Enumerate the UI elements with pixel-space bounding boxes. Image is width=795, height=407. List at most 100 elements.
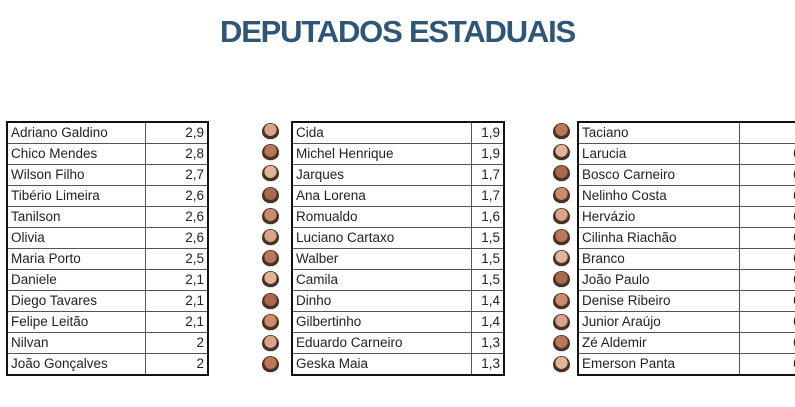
ranking-table-1: Adriano Galdino 2,9 Chico Mendes 2,8 Wilson …: [6, 121, 209, 376]
candidate-photo-icon: [553, 250, 570, 268]
candidate-photo-icon: [262, 123, 279, 140]
table-row: Wilson Filho 2,7: [6, 164, 209, 186]
candidate-value: 1,4: [471, 290, 505, 312]
candidate-value: 0,6: [739, 269, 795, 291]
candidate-value: 2,1: [145, 269, 209, 291]
candidate-value: 1,5: [471, 248, 505, 270]
candidate-name: Hervázio: [577, 206, 740, 228]
candidate-value: 0,9: [739, 164, 795, 186]
table-row: Tanilson 2,6: [6, 206, 209, 228]
table-row: Gilbertinho 1,4: [291, 311, 505, 333]
candidate-name: Larucia: [577, 143, 740, 165]
table-row: Larucia0,9: [577, 143, 795, 165]
table-row: Olivia 2,6: [6, 227, 209, 249]
ranking-table-2: Cida 1,9 Michel Henrique 1,9 Jarques 1,7 Ana L…: [291, 121, 505, 376]
candidate-name: Romualdo: [291, 206, 472, 228]
candidate-name: Michel Henrique: [291, 143, 472, 165]
table-row: Ana Lorena 1,7: [291, 185, 505, 207]
candidate-photo-icon: [262, 250, 279, 268]
candidate-name: Luciano Cartaxo: [291, 227, 472, 249]
candidate-value: 1,9: [471, 143, 505, 165]
candidate-value: 1,7: [471, 164, 505, 186]
table-row: Nilvan 2: [6, 332, 209, 354]
candidate-value: 2,1: [145, 311, 209, 333]
table-row: Taciano1: [577, 121, 795, 144]
table-row: Junior Araújo0,5: [577, 311, 795, 333]
candidate-name: Zé Aldemir: [577, 332, 740, 354]
table-row: Diego Tavares 2,1: [6, 290, 209, 312]
candidate-value: 1,3: [471, 332, 505, 354]
candidate-name: Geska Maia: [291, 353, 472, 376]
candidate-name: Ana Lorena: [291, 185, 472, 207]
candidate-value: 0,5: [739, 311, 795, 333]
table-row: Cilinha Riachão0,7: [577, 227, 795, 249]
candidate-photo-icon: [553, 186, 570, 204]
table-row: João Gonçalves 2: [6, 353, 209, 376]
candidate-photo-icon: [553, 144, 570, 162]
table-row: Walber 1,5: [291, 248, 505, 270]
candidate-name: Wilson Filho: [6, 164, 146, 186]
candidate-photo-icon: [262, 356, 279, 374]
candidate-photo-icon: [262, 271, 279, 289]
candidate-value: 1,5: [471, 269, 505, 291]
candidate-value: 2: [145, 353, 209, 376]
candidate-photo-icon: [262, 165, 279, 183]
candidate-name: Cilinha Riachão: [577, 227, 740, 249]
candidate-name: Dinho: [291, 290, 472, 312]
candidate-value: 0,6: [739, 248, 795, 270]
candidate-photo-icon: [553, 313, 570, 331]
candidate-name: Taciano: [577, 121, 740, 144]
candidate-photo-icon: [553, 123, 570, 140]
table-row: Geska Maia 1,3: [291, 353, 505, 376]
table-row: Dinho 1,4: [291, 290, 505, 312]
candidate-photo-icon: [262, 229, 279, 246]
candidate-name: Branco: [577, 248, 740, 270]
candidate-photo-icon: [553, 207, 570, 225]
candidate-photo-icon: [262, 313, 279, 331]
table-row: Bosco Carneiro0,9: [577, 164, 795, 186]
candidate-value: 1,5: [471, 227, 505, 249]
candidate-name: Nilvan: [6, 332, 146, 354]
table-row: Felipe Leitão 2,1: [6, 311, 209, 333]
table-row: Daniele 2,1: [6, 269, 209, 291]
table-row: João Paulo0,6: [577, 269, 795, 291]
candidate-name: Walber: [291, 248, 472, 270]
candidate-name: João Gonçalves: [6, 353, 146, 376]
table-row: Branco0,6: [577, 248, 795, 270]
ranking-table-3: Taciano1Larucia0,9Bosco Carneiro0,9Nelin…: [577, 121, 795, 376]
candidate-name: João Paulo: [577, 269, 740, 291]
candidate-value: 0,7: [739, 227, 795, 249]
candidate-photo-icon: [262, 207, 279, 225]
candidate-value: 2,8: [145, 143, 209, 165]
candidate-value: 0,5: [739, 332, 795, 354]
candidate-value: 2,5: [145, 248, 209, 270]
candidate-name: Emerson Panta: [577, 353, 740, 376]
table-row: Emerson Panta0,5: [577, 353, 795, 376]
candidate-photo-icon: [553, 335, 570, 352]
candidate-name: Tibério Limeira: [6, 185, 146, 207]
candidate-name: Daniele: [6, 269, 146, 291]
page-title: DEPUTADOS ESTADUAIS: [220, 14, 576, 49]
candidate-name: Eduardo Carneiro: [291, 332, 472, 354]
candidate-name: Felipe Leitão: [6, 311, 146, 333]
candidate-value: 1,3: [471, 353, 505, 376]
candidate-value: 1,6: [471, 206, 505, 228]
candidate-value: 0,5: [739, 353, 795, 376]
table-row: Jarques 1,7: [291, 164, 505, 186]
candidate-photo-icon: [553, 356, 570, 374]
table-row: Camila 1,5: [291, 269, 505, 291]
candidate-name: Jarques: [291, 164, 472, 186]
candidate-name: Adriano Galdino: [6, 121, 146, 144]
candidate-value: 1,7: [471, 185, 505, 207]
candidate-name: Diego Tavares: [6, 290, 146, 312]
table-row: Zé Aldemir0,5: [577, 332, 795, 354]
table-row: Eduardo Carneiro 1,3: [291, 332, 505, 354]
candidate-name: Camila: [291, 269, 472, 291]
candidate-photo-icon: [553, 292, 570, 310]
candidate-value: 2,1: [145, 290, 209, 312]
candidate-name: Gilbertinho: [291, 311, 472, 333]
candidate-photo-icon: [262, 292, 279, 310]
candidate-name: Nelinho Costa: [577, 185, 740, 207]
candidate-value: 2,6: [145, 227, 209, 249]
table-row: Hervázio0,7: [577, 206, 795, 228]
